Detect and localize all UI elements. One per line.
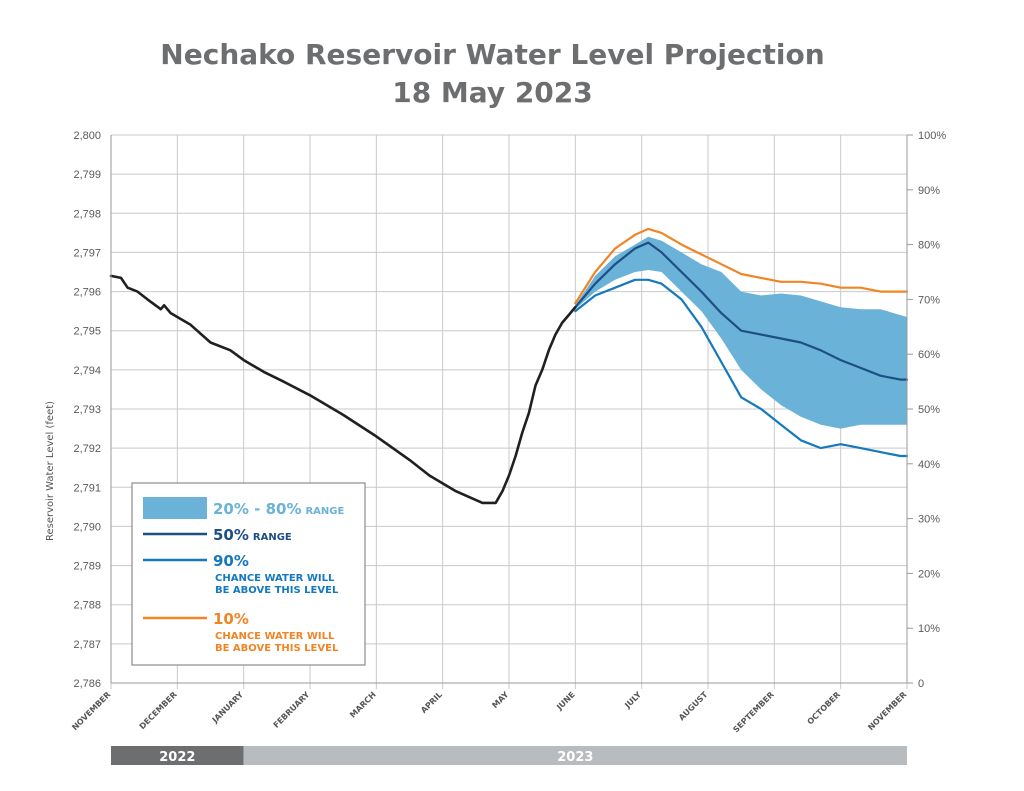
- y-tick-label: 2,797: [73, 247, 101, 259]
- chart-title-line-2: 18 May 2023: [392, 76, 593, 109]
- series-band-20-80: [575, 236, 907, 429]
- x-tick-label: FEBRUARY: [272, 690, 312, 730]
- x-tick-label: MARCH: [348, 690, 378, 720]
- year-band-label: 2022: [159, 750, 195, 765]
- y-tick-label: 2,788: [73, 600, 101, 612]
- legend-label-p90: 90%: [213, 552, 249, 570]
- legend-sub-text: CHANCE WATER WILL: [215, 573, 335, 584]
- y2-tick-label: 70%: [918, 294, 940, 306]
- y-tick-label: 2,787: [73, 639, 101, 651]
- x-tick-label: SEPTEMBER: [731, 690, 775, 734]
- x-tick-label: JUNE: [554, 690, 576, 712]
- y-tick-label: 2,798: [73, 208, 101, 220]
- year-bands: 2022 2023: [111, 746, 907, 765]
- y2-tick-label: 30%: [918, 514, 940, 526]
- y2-tick-label: 100%: [918, 130, 946, 142]
- legend: 20% - 80% RANGE 50% RANGE 90% CHANCE WATER WI…: [131, 482, 366, 666]
- y-tick-label: 2,786: [73, 678, 101, 690]
- y2-tick-label: 80%: [918, 240, 940, 252]
- year-band: [111, 746, 244, 765]
- y-tick-label: 2,789: [73, 561, 101, 573]
- y2-tick-label: 50%: [918, 404, 940, 416]
- x-tick-label: NOVEMBER: [866, 690, 908, 732]
- legend-big-text: 90%: [213, 552, 249, 570]
- y2-tick-label: 40%: [918, 459, 940, 471]
- series-line-p50: [574, 241, 909, 381]
- legend-small-text: RANGE: [253, 532, 292, 543]
- x-tick-label: MAY: [490, 690, 510, 710]
- year-band: [243, 746, 907, 765]
- legend-big-text: 10%: [213, 610, 249, 628]
- y-tick-label: 2,796: [73, 287, 101, 299]
- y-axis-label: Reservoir Water Level (feet): [45, 401, 56, 541]
- y-tick-label: 2,793: [73, 404, 101, 416]
- series-line-p10: [574, 227, 909, 305]
- y2-tick-label: 90%: [918, 185, 940, 197]
- series-line-p90: [574, 278, 909, 458]
- legend-big-text: 50%: [213, 526, 249, 544]
- x-tick-label: AUGUST: [677, 690, 710, 723]
- legend-swatch-band: [143, 497, 207, 519]
- chart-title: Nechako Reservoir Water Level Projection…: [0, 36, 985, 112]
- y-tick-label: 2,800: [73, 130, 101, 142]
- y-tick-label: 2,790: [73, 521, 101, 533]
- year-band-label: 2023: [557, 750, 593, 765]
- y-tick-label: 2,792: [73, 443, 101, 455]
- y2-tick-label: 20%: [918, 568, 940, 580]
- y-tick-label: 2,794: [73, 365, 101, 377]
- y2-tick-label: 10%: [918, 623, 940, 635]
- legend-label-p10: 10%: [213, 610, 249, 628]
- legend-sub-text: CHANCE WATER WILL: [215, 631, 335, 642]
- y-tick-label: 2,795: [73, 326, 101, 338]
- x-tick-label: APRIL: [419, 690, 444, 715]
- x-tick-label: NOVEMBER: [70, 690, 112, 732]
- x-tick-label: OCTOBER: [806, 690, 843, 727]
- series-lines-layer: [109, 227, 909, 505]
- legend-sub-text-2: BE ABOVE THIS LEVEL: [215, 585, 339, 596]
- series-line-actual: [109, 274, 577, 505]
- legend-small-text: RANGE: [305, 506, 344, 517]
- legend-label-p50: 50% RANGE: [213, 526, 292, 544]
- x-tick-label: JULY: [622, 690, 643, 711]
- chart-title-line-1: Nechako Reservoir Water Level Projection: [160, 38, 825, 71]
- range-band-layer: [575, 236, 907, 429]
- legend-sub-text-2: BE ABOVE THIS LEVEL: [215, 643, 339, 654]
- y-tick-label: 2,791: [73, 482, 101, 494]
- y2-tick-label: 60%: [918, 349, 940, 361]
- y2-tick-label: 0: [918, 678, 924, 690]
- legend-big-text: 20% - 80%: [213, 500, 301, 518]
- y-tick-label: 2,799: [73, 169, 101, 181]
- x-tick-label: DECEMBER: [138, 690, 179, 731]
- legend-label-band: 20% - 80% RANGE: [213, 500, 345, 518]
- x-tick-label: JANUARY: [210, 690, 245, 725]
